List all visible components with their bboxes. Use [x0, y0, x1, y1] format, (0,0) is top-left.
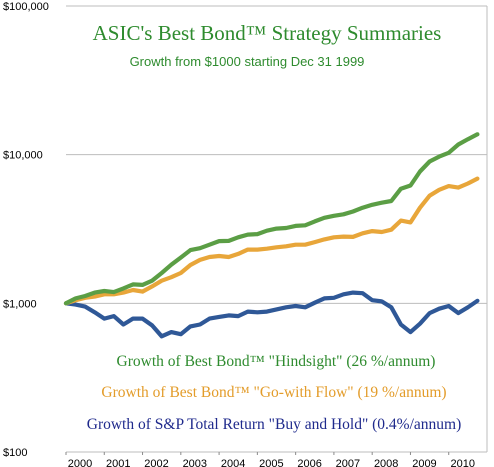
y-tick-label: $100 — [3, 447, 27, 459]
x-tick-label: 2003 — [183, 458, 207, 467]
series-line-hindsight — [63, 132, 480, 306]
series-line-buy-and-hold — [63, 290, 480, 339]
y-tick-label: $100,000 — [3, 1, 49, 13]
y-tick-label: $10,000 — [3, 150, 43, 162]
x-tick-label: 2005 — [259, 458, 283, 467]
x-tick-label: 2007 — [336, 458, 360, 467]
y-axis: $100,000 $10,000 $1,000 $100 — [3, 1, 49, 459]
x-tick-label: 2004 — [221, 458, 245, 467]
series-line-go-with-flow — [63, 176, 480, 306]
x-tick-label: 2006 — [297, 458, 321, 467]
x-tick-label: 2000 — [68, 458, 92, 467]
x-tick-label: 2008 — [374, 458, 398, 467]
legend-entry-buy-and-hold: Growth of S&P Total Return "Buy and Hold… — [87, 416, 462, 433]
chart-title: ASIC's Best Bond™ Strategy Summaries — [93, 21, 442, 45]
legend-entry-go-with-flow: Growth of Best Bond™ "Go-with Flow" (19 … — [101, 384, 446, 401]
x-tick-label: 2001 — [106, 458, 130, 467]
legend-entry-hindsight: Growth of Best Bond™ "Hindsight" (26 %/a… — [117, 353, 436, 370]
x-tick-label: 2002 — [144, 458, 168, 467]
plot-lines — [63, 132, 480, 339]
grid — [66, 5, 488, 453]
x-tick-label: 2010 — [450, 458, 474, 467]
x-axis: 2000 2001 2002 2003 2004 2005 2006 2007 2008 2009… — [65, 452, 475, 467]
y-tick-label: $1,000 — [3, 298, 37, 310]
x-tick-label: 2009 — [412, 458, 436, 467]
chart-subtitle: Growth from $1000 starting Dec 31 1999 — [130, 54, 365, 69]
